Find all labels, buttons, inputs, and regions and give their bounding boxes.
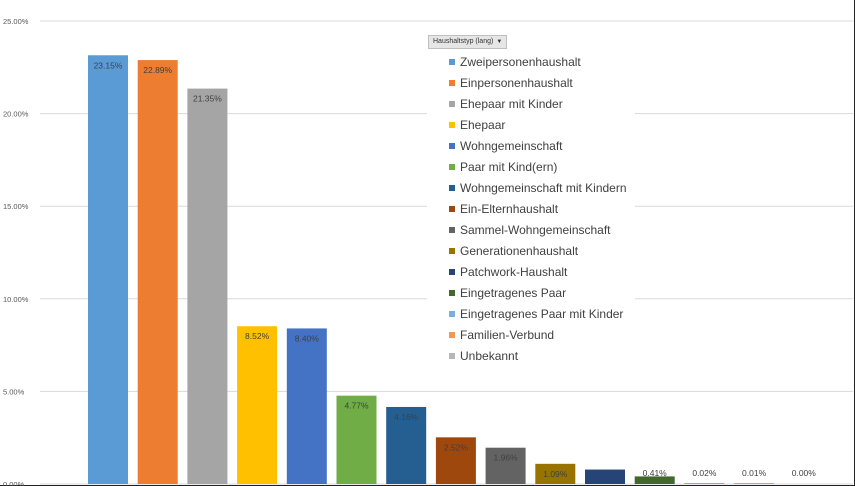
legend-item[interactable]: Eingetragenes Paar mit Kinder [449,304,627,325]
legend: Haushaltstyp (lang) ▼ Zweipersonenhaushal… [427,34,635,364]
legend-swatch [449,101,455,107]
legend-swatch [449,185,455,191]
y-tick-label: 5.00% [3,387,25,396]
legend-label: Paar mit Kind(ern) [460,160,558,174]
legend-label: Zweipersonenhaushalt [460,55,581,69]
bar[interactable] [585,469,625,484]
bar[interactable] [286,328,327,484]
legend-item[interactable]: Wohngemeinschaft [449,136,627,157]
data-label: 0.02% [692,468,717,478]
data-label: 0.00% [792,468,817,478]
legend-label: Wohngemeinschaft mit Kindern [460,181,627,195]
legend-label: Eingetragenes Paar mit Kinder [460,307,624,321]
bar[interactable] [386,406,427,484]
bar[interactable] [734,483,775,484]
chevron-down-icon: ▼ [496,39,503,45]
bar[interactable] [88,55,128,485]
data-label: 2.52% [444,442,469,452]
data-label: 8.52% [245,331,270,341]
y-tick-label: 10.00% [3,295,29,304]
legend-label: Einpersonenhaushalt [460,76,573,90]
legend-list: Zweipersonenhaushalt Einpersonenhaushalt E… [449,52,627,367]
legend-label: Patchwork-Haushalt [460,265,568,279]
legend-item[interactable]: Eingetragenes Paar [449,283,627,304]
legend-item[interactable]: Sammel-Wohngemeinschaft [449,220,627,241]
legend-item[interactable]: Unbekannt [449,346,627,367]
bar[interactable] [634,476,675,484]
legend-swatch [449,59,455,65]
y-tick-label: 20.00% [3,110,29,119]
legend-title: Haushaltstyp (lang) [433,38,494,45]
legend-item[interactable]: Ein-Elternhaushalt [449,199,627,220]
legend-label: Unbekannt [460,349,519,363]
data-label: 4.16% [394,412,419,422]
legend-filter-button[interactable]: Haushaltstyp (lang) ▼ [428,35,508,49]
legend-item[interactable]: Ehepaar mit Kinder [449,94,627,115]
legend-label: Sammel-Wohngemeinschaft [460,223,611,237]
bar[interactable] [485,447,526,484]
bar[interactable] [435,437,476,484]
legend-item[interactable]: Paar mit Kind(ern) [449,157,627,178]
bar[interactable] [684,483,725,484]
bar[interactable] [336,395,377,484]
legend-label: Wohngemeinschaft [460,139,563,153]
legend-swatch [449,311,455,317]
y-tick-label: 15.00% [3,202,29,211]
legend-swatch [449,269,455,275]
data-label: 8.40% [295,333,320,343]
legend-swatch [449,143,455,149]
legend-item[interactable]: Patchwork-Haushalt [449,262,627,283]
bar[interactable] [137,60,178,484]
legend-swatch [449,122,455,128]
legend-item[interactable]: Generationenhaushalt [449,241,627,262]
bar[interactable] [187,88,228,485]
data-label: 1.09% [543,469,568,479]
legend-label: Ehepaar [460,118,506,132]
data-label: 22.89% [143,65,172,75]
data-label: 1.96% [494,453,519,463]
data-label: 23.15% [94,60,123,70]
legend-label: Ein-Elternhaushalt [460,202,559,216]
y-tick-label: 25.00% [3,17,29,26]
data-labels: 23.15% 22.89% 21.35% 8.52% 8.40% 4.77% 4.16% 2.… [94,60,817,479]
legend-item[interactable]: Zweipersonenhaushalt [449,52,627,73]
legend-item[interactable]: Einpersonenhaushalt [449,73,627,94]
legend-swatch [449,227,455,233]
bar[interactable] [237,326,278,484]
y-axis-tick-labels: 0.00% 5.00% 10.00% 15.00% 20.00% 25.00% [3,17,29,486]
legend-label: Eingetragenes Paar [460,286,567,300]
y-tick-label: 0.00% [3,480,25,486]
legend-item[interactable]: Ehepaar [449,115,627,136]
legend-swatch [449,164,455,170]
legend-item[interactable]: Familien-Verbund [449,325,627,346]
data-label: 4.77% [344,401,369,411]
legend-label: Familien-Verbund [460,328,555,342]
bars [88,55,775,485]
legend-swatch [449,353,455,359]
legend-swatch [449,80,455,86]
legend-label: Generationenhaushalt [460,244,579,258]
data-label: 0.01% [742,468,767,478]
legend-swatch [449,206,455,212]
legend-label: Ehepaar mit Kinder [460,97,563,111]
legend-swatch [449,248,455,254]
legend-item[interactable]: Wohngemeinschaft mit Kindern [449,178,627,199]
legend-swatch [449,332,455,338]
bar[interactable] [535,463,576,484]
legend-swatch [449,290,455,296]
data-label: 21.35% [193,94,222,104]
data-label: 0.41% [643,468,668,478]
